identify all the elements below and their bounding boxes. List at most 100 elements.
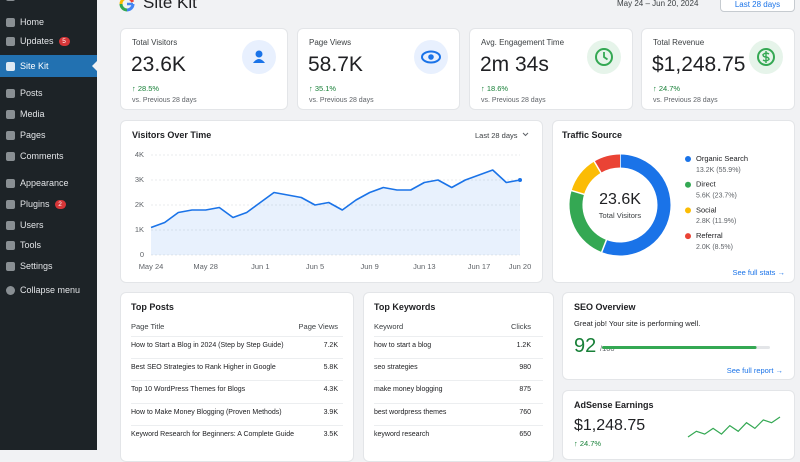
stat-icon	[757, 48, 775, 66]
stat-comparison: vs. Previous 28 days	[653, 97, 718, 104]
segment-gap	[600, 238, 608, 254]
seo-score: 92	[574, 335, 597, 357]
column-header: Keyword	[374, 322, 404, 331]
donut-segment	[569, 190, 607, 253]
x-tick-label: Jun 20	[509, 262, 532, 271]
row-divider	[131, 402, 343, 404]
menu-icon	[6, 285, 15, 295]
range-button[interactable]: Last 28 days	[720, 0, 795, 12]
active-highlight	[0, 55, 97, 77]
row-title[interactable]: How to Make Money Blogging (Proven Metho…	[131, 408, 282, 416]
y-tick-label: 0	[140, 250, 144, 259]
menu-icon	[6, 109, 15, 119]
row-title[interactable]: Top 10 WordPress Themes for Blogs	[131, 386, 246, 394]
row-title[interactable]: Keyword Research for Beginners: A Comple…	[131, 430, 295, 438]
date-range: May 24 – Jun 20, 2024	[617, 0, 699, 8]
menu-item[interactable]: Tools	[6, 238, 41, 252]
seo-message: Great job! Your site is performing well.	[574, 319, 701, 328]
stat-change: ↑ 18.6%	[481, 84, 509, 93]
row-title[interactable]: keyword research	[374, 430, 430, 438]
row-value: 650	[519, 430, 531, 438]
legend-swatch	[685, 156, 691, 162]
progress-bar	[602, 346, 757, 349]
menu-label: Media	[20, 109, 45, 119]
menu-icon	[6, 261, 15, 271]
x-tick-label: Jun 13	[413, 262, 436, 271]
menu-item[interactable]: Updates 5	[6, 34, 70, 48]
menu-item[interactable]: Posts	[6, 86, 43, 100]
line-end-point	[518, 178, 522, 182]
stat-value: 23.6K	[131, 53, 186, 76]
dropdown-chevron	[522, 132, 529, 137]
menu-item[interactable]: Pages	[6, 128, 46, 142]
graphics-layer: 0 1K 2K 3K 4K May 24 May 28 Jun 1 Jun 5 Jun 9 Jun …	[92, 0, 783, 438]
menu-item[interactable]: Media	[6, 107, 45, 121]
menu-label: Settings	[20, 261, 53, 271]
row-value: 1.2K	[516, 342, 531, 349]
top-posts-card: Top Posts Page Title Page Views How to Star…	[120, 292, 354, 462]
stat-value: $1,248.75	[652, 53, 746, 76]
menu-badge: 5	[58, 36, 70, 46]
column-header: Clicks	[511, 322, 531, 331]
menu-label: Pages	[20, 130, 46, 140]
segment-gap	[592, 159, 603, 175]
menu-icon	[6, 17, 15, 27]
card-title: SEO Overview	[574, 302, 636, 312]
stat-icon	[421, 50, 441, 64]
row-title[interactable]: best wordpress themes	[374, 408, 447, 416]
menu-item[interactable]: Plugins 2	[6, 197, 66, 211]
link[interactable]: See full report →	[726, 366, 783, 375]
x-tick-label: Jun 17	[468, 262, 491, 271]
link[interactable]: See full stats →	[732, 268, 785, 277]
menu-label: Users	[20, 220, 44, 230]
menu-item[interactable]: Settings	[6, 259, 53, 273]
menu-item[interactable]: Users	[6, 218, 44, 232]
y-tick-label: 2K	[135, 200, 144, 209]
card-title: AdSense Earnings	[574, 400, 654, 410]
menu-icon	[6, 61, 15, 71]
x-tick-label: Jun 9	[360, 262, 378, 271]
range-select[interactable]: Last 28 days	[475, 131, 518, 140]
column-header: Page Views	[298, 322, 338, 331]
page-title: Site Kit	[143, 0, 197, 12]
y-tick-label: 1K	[135, 225, 144, 234]
row-title[interactable]: seo strategies	[374, 364, 418, 372]
segment-gap	[569, 189, 586, 196]
stat-icon	[762, 51, 770, 63]
row-title[interactable]: how to start a blog	[374, 342, 432, 349]
stat-icon	[428, 54, 434, 60]
menu-label: Dashboard	[20, 0, 64, 1]
menu-label: Updates	[20, 36, 54, 46]
row-title[interactable]: make money blogging	[374, 386, 443, 394]
menu-item[interactable]: Dashboard	[6, 0, 64, 3]
row-divider	[131, 358, 343, 360]
row-value: 4.3K	[323, 386, 338, 394]
menu-item[interactable]: Appearance	[6, 176, 69, 190]
stat-icon	[255, 50, 263, 58]
row-value: 875	[519, 386, 531, 394]
donut-center-label: Total Visitors	[599, 211, 642, 220]
stat-label: Avg. Engagement Time	[481, 38, 565, 47]
row-divider	[131, 424, 343, 426]
legend-label: Social	[696, 205, 717, 214]
menu-label: Comments	[20, 151, 64, 161]
traffic-card: Traffic Source See full stats →	[552, 120, 795, 283]
menu-item[interactable]: Comments	[6, 149, 64, 163]
menu-icon	[6, 130, 15, 140]
row-value: 3.5K	[323, 430, 338, 438]
menu-item[interactable]: Home	[6, 15, 44, 29]
seo-card: SEO Overview Great job! Your site is perf…	[562, 292, 795, 380]
stat-icon	[603, 52, 609, 61]
row-title[interactable]: Best SEO Strategies to Rank Higher in Go…	[131, 364, 276, 372]
top-keywords-card: Top Keywords Keyword Clicks how to start a …	[363, 292, 554, 462]
menu-item[interactable]: Collapse menu	[6, 283, 80, 297]
y-tick-label: 4K	[135, 150, 144, 159]
legend-swatch	[685, 233, 691, 240]
legend-label: Organic Search	[696, 154, 748, 163]
row-title[interactable]: How to Start a Blog in 2024 (Step by Ste…	[131, 342, 284, 349]
stat-label: Page Views	[309, 38, 352, 47]
stat-change: ↑ 24.7%	[653, 84, 681, 93]
menu-icon	[6, 151, 15, 161]
menu-item[interactable]: Site Kit	[6, 59, 49, 73]
adsense-value: $1,248.75	[574, 417, 646, 434]
